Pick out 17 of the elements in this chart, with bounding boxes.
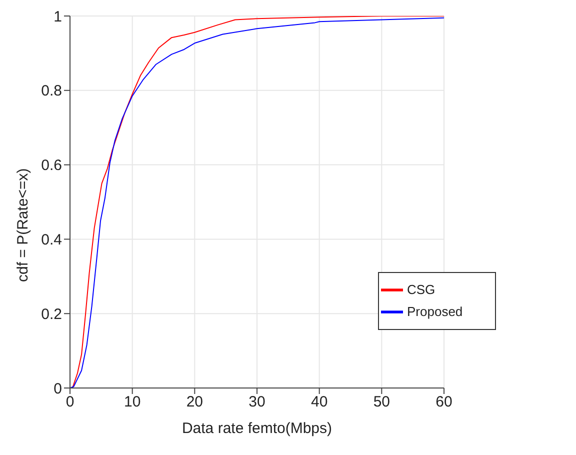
y-tick-label: 0.4 [41,232,62,249]
x-tick-label: 10 [124,394,141,411]
x-tick-label: 0 [66,394,74,411]
y-axis-title: cdf = P(Rate<=x) [14,168,32,282]
x-tick-label: 30 [248,394,266,411]
y-tick-label: 1 [54,8,62,26]
y-tick-label: 0.6 [41,157,62,174]
legend-label: Proposed [407,304,463,320]
y-tick-label: 0.2 [41,306,62,323]
x-axis-title: Data rate femto(Mbps) [182,420,332,437]
y-tick-label: 0 [54,380,62,398]
x-tick-label: 50 [373,394,390,411]
x-tick-label: 40 [310,394,328,411]
legend-label: CSG [407,282,436,298]
y-tick-label: 0.8 [41,82,62,100]
x-tick-label: 20 [186,394,204,411]
x-tick-label: 60 [436,394,452,411]
